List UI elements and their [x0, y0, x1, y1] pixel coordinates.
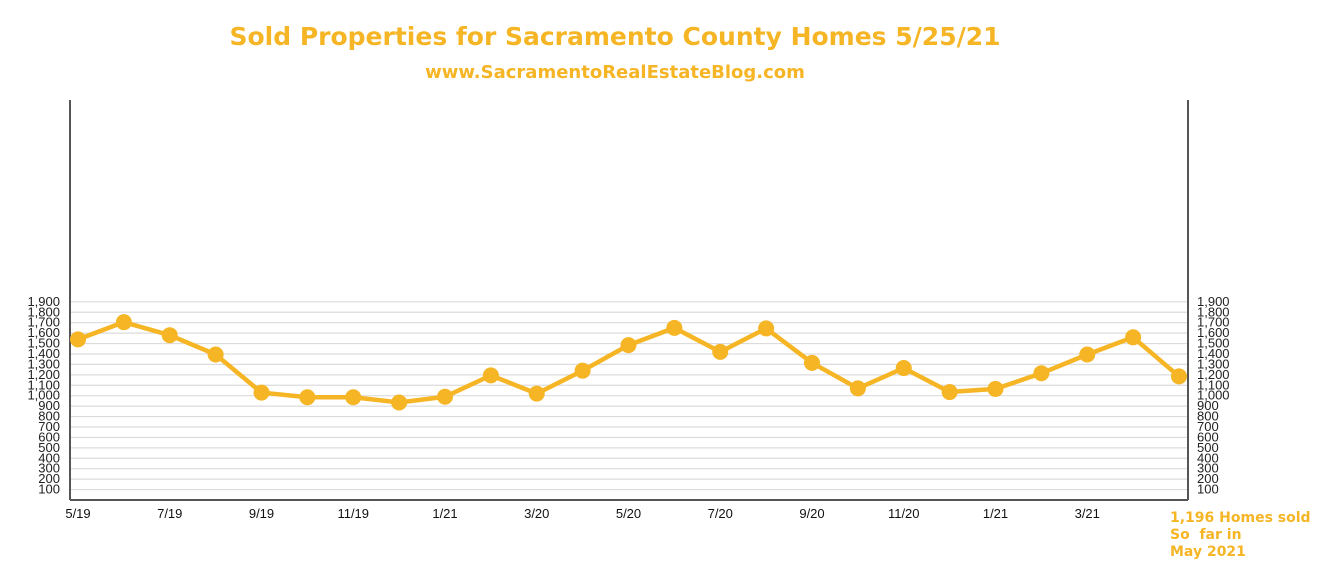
y-tick-label-right: 900	[1197, 398, 1219, 413]
y-tick-label-right: 200	[1197, 471, 1219, 486]
y-tick-label-left: 500	[38, 440, 60, 455]
y-tick-label-left: 300	[38, 461, 60, 476]
y-tick-label-right: 1,600	[1197, 325, 1230, 340]
data-point	[1171, 368, 1187, 385]
data-point	[207, 346, 224, 363]
y-tick-label-left: 1,300	[27, 356, 60, 371]
y-tick-label-left: 1,800	[27, 304, 60, 319]
x-tick-label: 11/20	[888, 506, 920, 521]
y-tick-label-right: 1,100	[1197, 377, 1230, 392]
y-tick-label-right: 100	[1197, 482, 1219, 497]
y-tick-label-left: 1,700	[27, 315, 60, 330]
y-tick-label-left: 400	[38, 450, 60, 465]
data-point	[574, 362, 591, 379]
data-point	[70, 331, 86, 348]
series-line	[77, 319, 1181, 405]
data-point	[804, 354, 820, 371]
y-tick-label-left: 1,900	[27, 294, 60, 309]
y-tick-label-right: 1,700	[1197, 315, 1230, 330]
y-tick-label-left: 1,100	[27, 377, 60, 392]
y-tick-label-right: 1,400	[1197, 346, 1230, 361]
y-tick-label-right: 500	[1197, 440, 1219, 455]
x-tick-label: 1/21	[983, 506, 1008, 521]
x-tick-label: 9/20	[799, 506, 824, 521]
y-tick-label-left: 900	[38, 398, 60, 413]
data-point	[849, 380, 866, 397]
x-tick-label: 5/20	[616, 506, 641, 521]
x-tick-label: 1/21	[432, 506, 457, 521]
y-tick-label-right: 1,800	[1197, 304, 1230, 319]
y-tick-label-right: 1,000	[1197, 388, 1230, 403]
x-tick-label: 3/21	[1075, 506, 1100, 521]
x-tick-label: 7/19	[157, 506, 182, 521]
data-point	[482, 367, 499, 384]
y-tick-label-left: 1,000	[27, 388, 60, 403]
y-tick-label-right: 700	[1197, 419, 1219, 434]
y-tick-label-right: 1,200	[1197, 367, 1230, 382]
chart-subtitle: www.SacramentoRealEstateBlog.com	[425, 62, 805, 83]
data-point	[253, 384, 270, 401]
data-point	[437, 388, 453, 405]
data-point	[895, 360, 912, 377]
y-tick-label-right: 1,300	[1197, 356, 1230, 371]
data-point	[1079, 346, 1096, 363]
data-point	[941, 384, 958, 401]
data-point	[528, 385, 545, 402]
data-point	[299, 389, 316, 406]
y-tick-label-right: 1,500	[1197, 336, 1230, 351]
data-point	[1033, 365, 1050, 382]
y-tick-label-left: 1,200	[27, 367, 60, 382]
data-point	[987, 380, 1004, 397]
data-point	[758, 320, 775, 337]
y-tick-label-right: 300	[1197, 461, 1219, 476]
data-point	[712, 343, 729, 360]
x-tick-label: 9/19	[249, 506, 274, 521]
y-tick-label-right: 800	[1197, 409, 1219, 424]
y-tick-label-right: 600	[1197, 429, 1219, 444]
chart-title: Sold Properties for Sacramento County Ho…	[229, 22, 1001, 51]
y-tick-label-left: 200	[38, 471, 60, 486]
y-tick-label-left: 600	[38, 429, 60, 444]
y-tick-label-left: 1,500	[27, 336, 60, 351]
y-tick-label-right: 400	[1197, 450, 1219, 465]
y-tick-label-left: 700	[38, 419, 60, 434]
may-2021-annotation: 1,196 Homes sold So far in May 2021	[1170, 510, 1311, 560]
y-tick-label-left: 800	[38, 409, 60, 424]
y-tick-label-right: 1,900	[1197, 294, 1230, 309]
y-tick-label-left: 1,600	[27, 325, 60, 340]
data-point	[345, 389, 362, 406]
y-tick-label-left: 1,400	[27, 346, 60, 361]
y-tick-label-left: 100	[38, 482, 60, 497]
data-point	[115, 314, 132, 331]
data-point	[161, 327, 178, 344]
x-tick-label: 5/19	[65, 506, 90, 521]
data-point	[391, 394, 408, 411]
data-point	[666, 319, 683, 336]
x-tick-label: 11/19	[337, 506, 369, 521]
x-tick-label: 7/20	[708, 506, 733, 521]
data-point	[620, 337, 637, 354]
data-point	[1125, 329, 1142, 346]
x-tick-label: 3/20	[524, 506, 549, 521]
